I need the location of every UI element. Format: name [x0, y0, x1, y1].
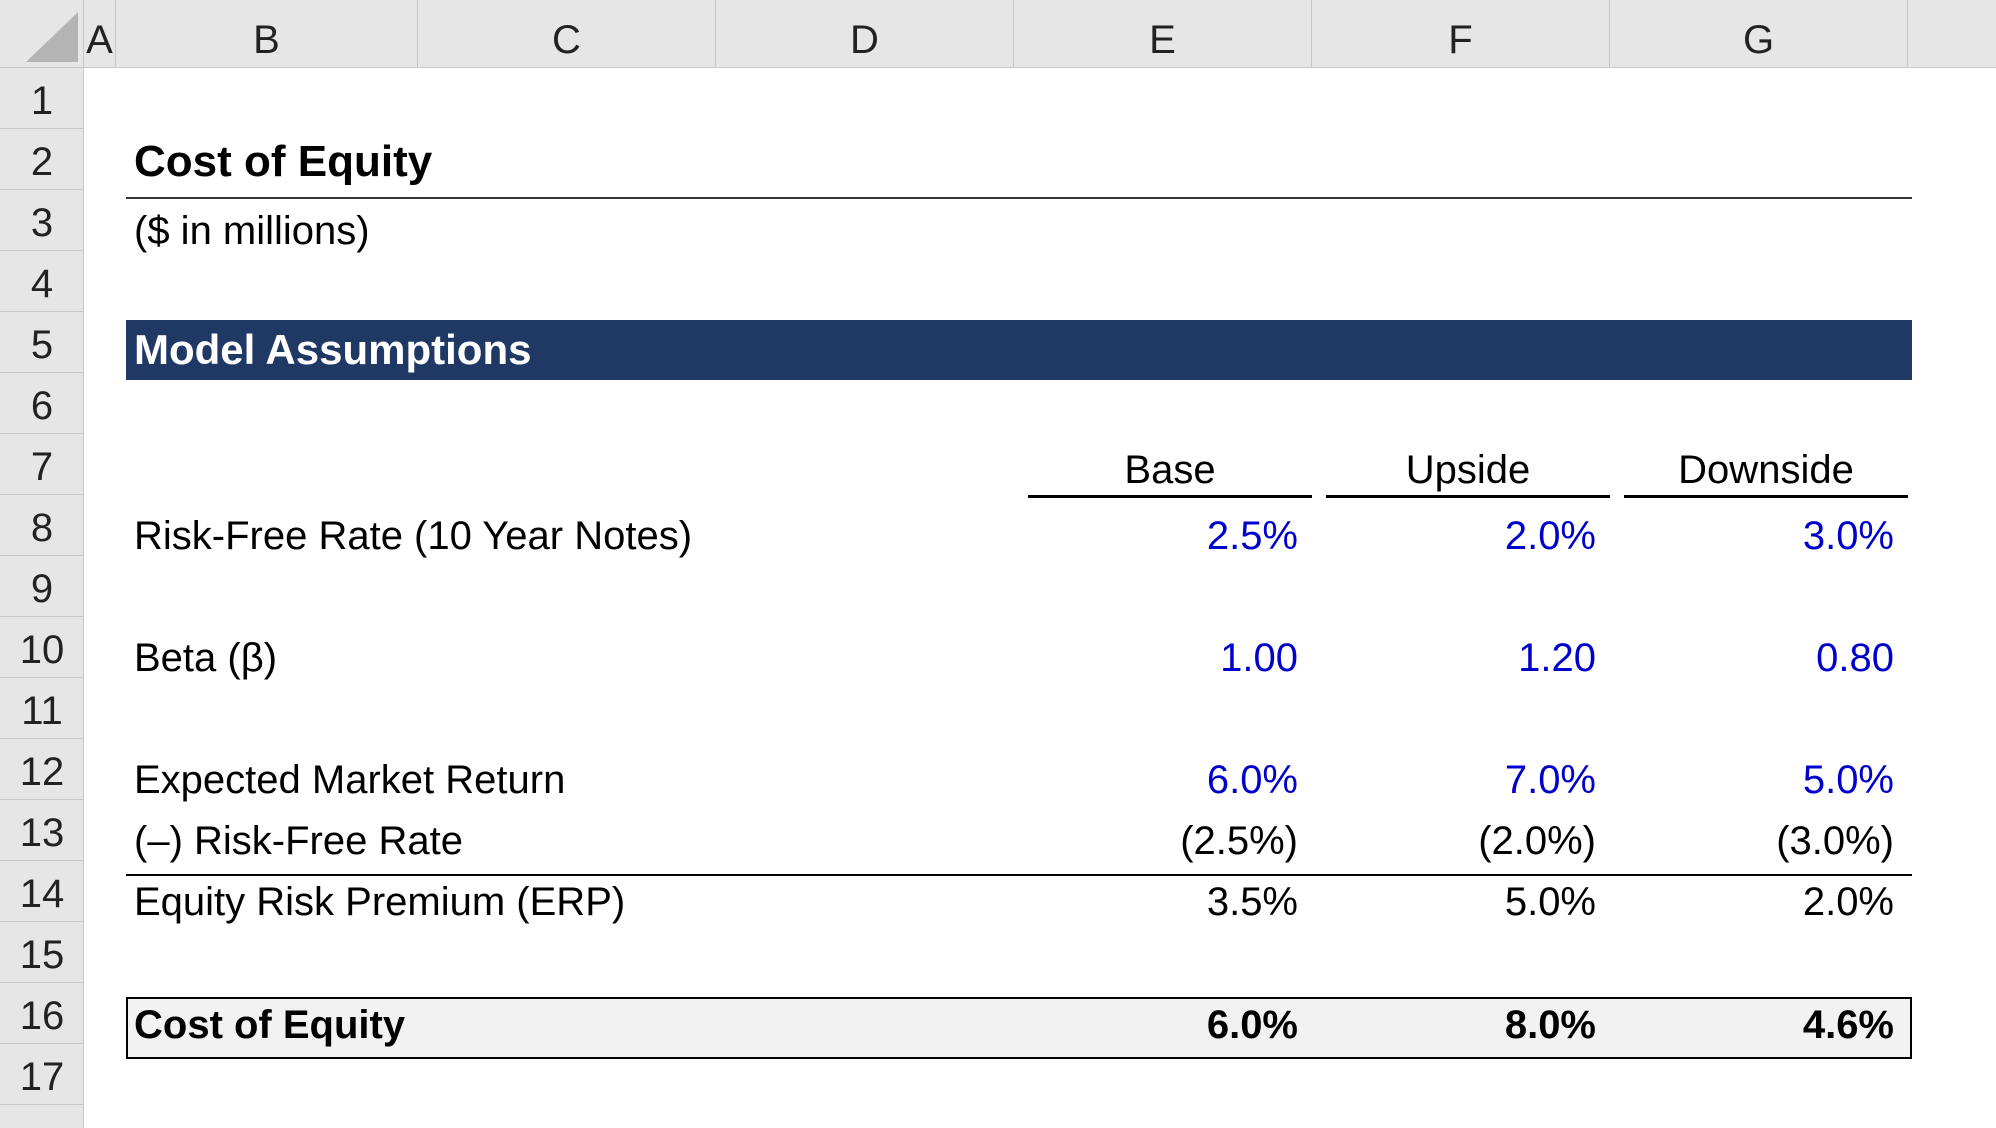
column-header-b[interactable]: B — [116, 0, 418, 68]
cost-of-equity-label[interactable]: Cost of Equity — [134, 1003, 406, 1047]
less-risk-free-base[interactable]: (2.5%) — [1180, 819, 1298, 863]
row-header-4[interactable]: 4 — [0, 251, 84, 312]
row-header-2[interactable]: 2 — [0, 129, 84, 190]
row-header-11[interactable]: 11 — [0, 678, 84, 739]
erp-base[interactable]: 3.5% — [1206, 880, 1298, 924]
market-return-upside[interactable]: 7.0% — [1504, 758, 1596, 802]
less-risk-free-downside[interactable]: (3.0%) — [1776, 819, 1894, 863]
cost-of-equity-total-row — [126, 997, 1912, 1059]
market-return-base[interactable]: 6.0% — [1206, 758, 1298, 802]
scenario-header-downside[interactable]: Downside — [1624, 446, 1908, 498]
beta-downside[interactable]: 0.80 — [1816, 636, 1894, 680]
row-header-7[interactable]: 7 — [0, 434, 84, 495]
column-header-f[interactable]: F — [1312, 0, 1610, 68]
select-all-triangle-icon — [26, 12, 78, 62]
erp-label[interactable]: Equity Risk Premium (ERP) — [134, 880, 626, 924]
cost-of-equity-base[interactable]: 6.0% — [1206, 1003, 1298, 1047]
column-header-a[interactable]: A — [84, 0, 116, 68]
beta-upside[interactable]: 1.20 — [1518, 636, 1596, 680]
beta-label[interactable]: Beta (β) — [134, 636, 278, 680]
sheet-title[interactable]: Cost of Equity — [134, 137, 433, 186]
column-header-g[interactable]: G — [1610, 0, 1908, 68]
row-header-1[interactable]: 1 — [0, 68, 84, 129]
less-risk-free-upside[interactable]: (2.0%) — [1478, 819, 1596, 863]
row-header-6[interactable]: 6 — [0, 373, 84, 434]
subtotal-rule — [126, 874, 1912, 876]
erp-downside[interactable]: 2.0% — [1802, 880, 1894, 924]
select-all-corner[interactable] — [0, 0, 84, 68]
row-header-5[interactable]: 5 — [0, 312, 84, 373]
units-subtitle[interactable]: ($ in millions) — [134, 209, 370, 253]
scenario-header-base[interactable]: Base — [1028, 446, 1312, 498]
section-banner[interactable]: Model Assumptions — [126, 320, 1912, 380]
column-header-e[interactable]: E — [1014, 0, 1312, 68]
row-header-15[interactable]: 15 — [0, 922, 84, 983]
beta-base[interactable]: 1.00 — [1220, 636, 1298, 680]
cost-of-equity-downside[interactable]: 4.6% — [1802, 1003, 1894, 1047]
column-header-d[interactable]: D — [716, 0, 1014, 68]
market-return-downside[interactable]: 5.0% — [1802, 758, 1894, 802]
risk-free-upside[interactable]: 2.0% — [1504, 514, 1596, 558]
risk-free-base[interactable]: 2.5% — [1206, 514, 1298, 558]
row-header-14[interactable]: 14 — [0, 861, 84, 922]
row-header-13[interactable]: 13 — [0, 800, 84, 861]
section-banner-label: Model Assumptions — [134, 326, 532, 373]
row-header-column: 1 2 3 4 5 6 7 8 9 10 11 12 13 14 15 16 1… — [0, 68, 84, 1128]
column-header-row: A B C D E F G — [84, 0, 1996, 68]
cost-of-equity-upside[interactable]: 8.0% — [1504, 1003, 1596, 1047]
less-risk-free-label[interactable]: (–) Risk-Free Rate — [134, 819, 463, 863]
column-header-c[interactable]: C — [418, 0, 716, 68]
cell-grid: Cost of Equity ($ in millions) Model Ass… — [84, 68, 1996, 1128]
row-header-17[interactable]: 17 — [0, 1044, 84, 1105]
risk-free-label[interactable]: Risk-Free Rate (10 Year Notes) — [134, 514, 693, 558]
row-header-9[interactable]: 9 — [0, 556, 84, 617]
risk-free-downside[interactable]: 3.0% — [1802, 514, 1894, 558]
row-header-12[interactable]: 12 — [0, 739, 84, 800]
row-header-3[interactable]: 3 — [0, 190, 84, 251]
row-header-16[interactable]: 16 — [0, 983, 84, 1044]
row-header-10[interactable]: 10 — [0, 617, 84, 678]
erp-upside[interactable]: 5.0% — [1504, 880, 1596, 924]
title-underline — [126, 197, 1912, 199]
row-header-8[interactable]: 8 — [0, 495, 84, 556]
market-return-label[interactable]: Expected Market Return — [134, 758, 566, 802]
scenario-header-upside[interactable]: Upside — [1326, 446, 1610, 498]
